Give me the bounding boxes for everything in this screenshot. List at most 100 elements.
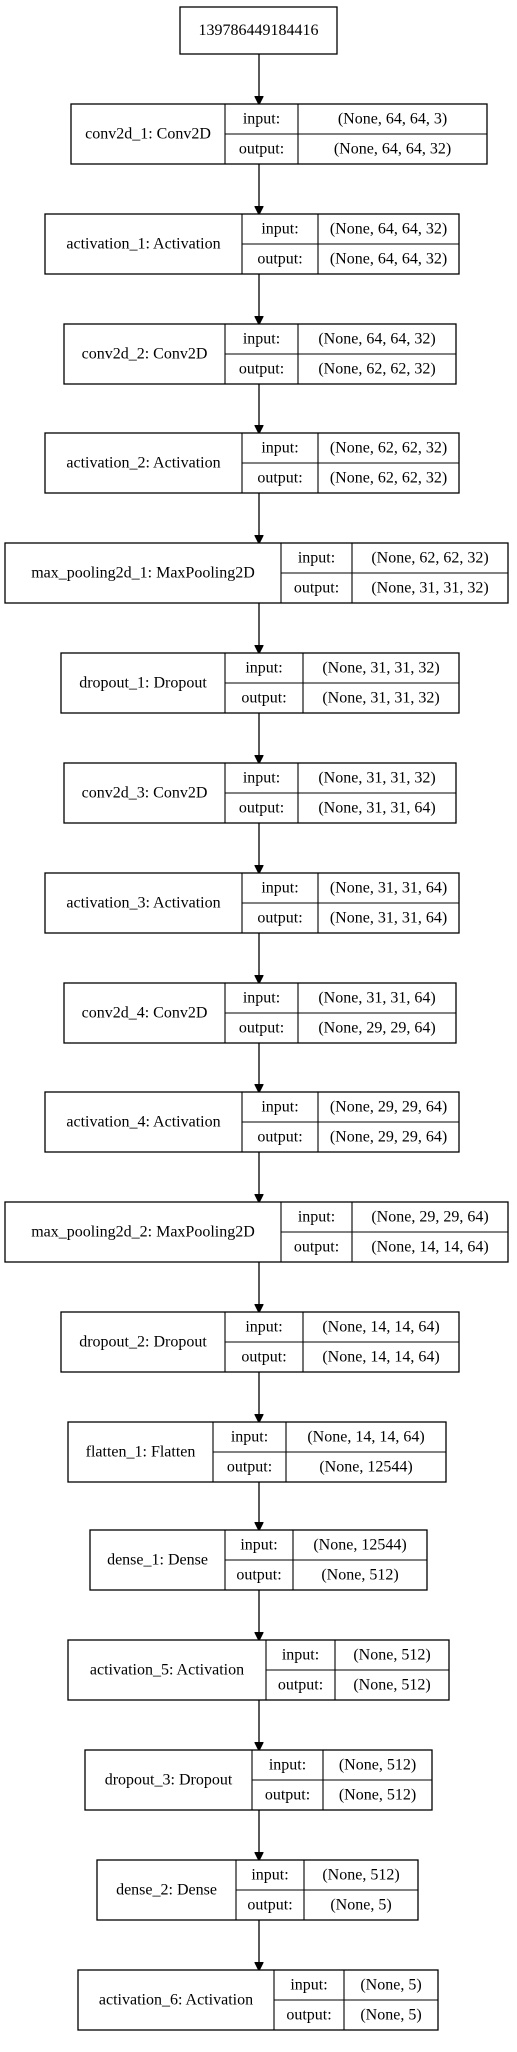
output-shape: (None, 31, 31, 32) <box>322 690 439 707</box>
layer-name: max_pooling2d_2: MaxPooling2D <box>31 1224 255 1241</box>
layer-node: activation_1: Activation input: output: (No… <box>44 213 460 275</box>
output-shape: (None, 512) <box>321 1567 398 1584</box>
layer-name: conv2d_3: Conv2D <box>82 785 208 802</box>
output-port-label: output: <box>236 1567 281 1584</box>
output-shape: (None, 62, 62, 32) <box>318 361 435 378</box>
output-port-label: output: <box>241 690 286 707</box>
output-port-label: output: <box>257 251 302 268</box>
input-port-label: input: <box>240 1537 277 1554</box>
layer-node: activation_6: Activation input: output: (No… <box>77 1969 439 2031</box>
layer-name: dense_2: Dense <box>116 1882 217 1899</box>
input-shape: (None, 512) <box>322 1867 399 1884</box>
layer-node: dropout_3: Dropout input: output: (None, 51… <box>84 1749 433 1811</box>
layer-name: conv2d_4: Conv2D <box>82 1005 208 1022</box>
input-port-label: input: <box>243 770 280 787</box>
input-port-label: input: <box>243 111 280 128</box>
input-port-label: input: <box>290 1977 327 1994</box>
input-port-label: input: <box>251 1867 288 1884</box>
layer-node: dense_2: Dense input: output: (None, 512) (N… <box>96 1859 419 1921</box>
output-port-label: output: <box>294 580 339 597</box>
output-shape: (None, 31, 31, 64) <box>318 800 435 817</box>
output-shape: (None, 29, 29, 64) <box>330 1129 447 1146</box>
layer-name: dropout_3: Dropout <box>105 1772 233 1789</box>
input-shape: (None, 62, 62, 32) <box>330 440 447 457</box>
input-port-label: input: <box>269 1757 306 1774</box>
output-shape: (None, 29, 29, 64) <box>318 1020 435 1037</box>
output-shape: (None, 62, 62, 32) <box>330 470 447 487</box>
output-shape: (None, 5) <box>360 2007 421 2024</box>
input-shape: (None, 5) <box>360 1977 421 1994</box>
input-shape: (None, 512) <box>339 1757 416 1774</box>
layer-name: dropout_2: Dropout <box>79 1334 207 1351</box>
input-shape: (None, 31, 31, 32) <box>318 770 435 787</box>
input-shape: (None, 64, 64, 32) <box>330 221 447 238</box>
layer-name: dense_1: Dense <box>107 1552 208 1569</box>
layer-name: activation_6: Activation <box>99 1992 253 2009</box>
layer-name: activation_5: Activation <box>90 1662 244 1679</box>
input-shape: (None, 31, 31, 32) <box>322 660 439 677</box>
layer-name: activation_2: Activation <box>66 455 220 472</box>
layer-node: activation_4: Activation input: output: (No… <box>44 1091 460 1153</box>
input-port-label: input: <box>245 1319 282 1336</box>
layer-node: activation_3: Activation input: output: (No… <box>44 872 460 934</box>
output-port-label: output: <box>286 2007 331 2024</box>
input-port-label: input: <box>243 990 280 1007</box>
output-port-label: output: <box>239 141 284 158</box>
output-port-label: output: <box>241 1349 286 1366</box>
input-port-label: input: <box>261 880 298 897</box>
output-port-label: output: <box>247 1897 292 1914</box>
layer-name: activation_3: Activation <box>66 895 220 912</box>
input-shape: (None, 62, 62, 32) <box>371 550 488 567</box>
output-shape: (None, 64, 64, 32) <box>334 141 451 158</box>
layer-node: dense_1: Dense input: output: (None, 12544)… <box>89 1529 428 1591</box>
layer-node: max_pooling2d_2: MaxPooling2D input: outpu… <box>4 1201 509 1263</box>
input-port-label: input: <box>298 550 335 567</box>
input-port-label: input: <box>282 1647 319 1664</box>
output-shape: (None, 31, 31, 64) <box>330 910 447 927</box>
layer-node: conv2d_3: Conv2D input: output: (None, 31, … <box>63 762 457 824</box>
output-shape: (None, 14, 14, 64) <box>322 1349 439 1366</box>
layer-name: conv2d_1: Conv2D <box>85 126 211 143</box>
layer-name: activation_4: Activation <box>66 1114 220 1131</box>
input-port-label: input: <box>298 1209 335 1226</box>
output-port-label: output: <box>239 361 284 378</box>
layer-node: dropout_1: Dropout input: output: (None, 31… <box>60 652 460 714</box>
nodes: 139786449184416 conv2d_1: Conv2D input: out… <box>4 6 509 2031</box>
output-shape: (None, 14, 14, 64) <box>371 1239 488 1256</box>
input-shape: (None, 14, 14, 64) <box>322 1319 439 1336</box>
output-port-label: output: <box>257 1129 302 1146</box>
layer-name: max_pooling2d_1: MaxPooling2D <box>31 565 255 582</box>
input-node: 139786449184416 <box>179 6 338 55</box>
input-shape: (None, 64, 64, 32) <box>318 331 435 348</box>
output-port-label: output: <box>278 1677 323 1694</box>
output-shape: (None, 31, 31, 32) <box>371 580 488 597</box>
input-shape: (None, 12544) <box>313 1537 406 1554</box>
input-port-label: input: <box>243 331 280 348</box>
output-port-label: output: <box>265 1787 310 1804</box>
input-port-label: input: <box>231 1429 268 1446</box>
output-port-label: output: <box>227 1459 272 1476</box>
input-shape: (None, 29, 29, 64) <box>371 1209 488 1226</box>
output-shape: (None, 512) <box>353 1677 430 1694</box>
input-port-label: input: <box>261 440 298 457</box>
input-shape: (None, 512) <box>353 1647 430 1664</box>
input-shape: (None, 31, 31, 64) <box>318 990 435 1007</box>
layer-name: activation_1: Activation <box>66 236 220 253</box>
output-shape: (None, 12544) <box>319 1459 412 1476</box>
output-port-label: output: <box>294 1239 339 1256</box>
layer-node: flatten_1: Flatten input: output: (None, 14… <box>67 1421 447 1483</box>
output-port-label: output: <box>257 910 302 927</box>
input-shape: (None, 31, 31, 64) <box>330 880 447 897</box>
output-port-label: output: <box>239 1020 284 1037</box>
layer-name: conv2d_2: Conv2D <box>82 346 208 363</box>
input-shape: (None, 64, 64, 3) <box>338 111 447 128</box>
layer-node: max_pooling2d_1: MaxPooling2D input: outpu… <box>4 542 509 604</box>
input-node-box <box>179 6 338 55</box>
output-shape: (None, 5) <box>330 1897 391 1914</box>
output-shape: (None, 512) <box>339 1787 416 1804</box>
output-shape: (None, 64, 64, 32) <box>330 251 447 268</box>
layer-node: dropout_2: Dropout input: output: (None, 14… <box>60 1311 460 1373</box>
layer-node: activation_2: Activation input: output: (No… <box>44 432 460 494</box>
layer-node: conv2d_2: Conv2D input: output: (None, 64, … <box>63 323 457 385</box>
